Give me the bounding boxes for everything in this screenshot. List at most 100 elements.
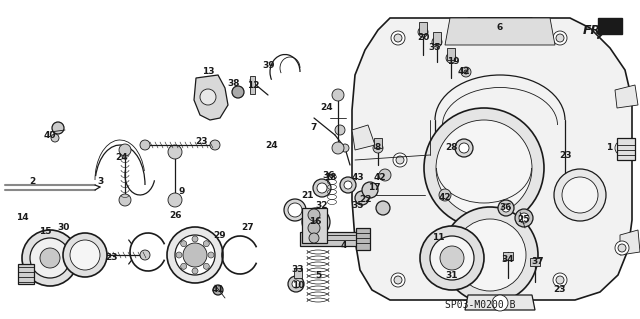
Polygon shape bbox=[465, 18, 535, 35]
Circle shape bbox=[615, 141, 629, 155]
Circle shape bbox=[22, 230, 78, 286]
Text: 30: 30 bbox=[58, 224, 70, 233]
Circle shape bbox=[210, 140, 220, 150]
Circle shape bbox=[442, 207, 538, 303]
Circle shape bbox=[30, 238, 70, 278]
Circle shape bbox=[63, 250, 73, 260]
Circle shape bbox=[288, 203, 302, 217]
Text: 16: 16 bbox=[308, 218, 321, 226]
Circle shape bbox=[376, 201, 390, 215]
Circle shape bbox=[180, 263, 187, 269]
Circle shape bbox=[192, 236, 198, 242]
Polygon shape bbox=[352, 125, 375, 150]
Circle shape bbox=[394, 276, 402, 284]
Circle shape bbox=[204, 263, 209, 269]
Circle shape bbox=[313, 179, 331, 197]
Circle shape bbox=[362, 182, 378, 198]
Text: 3: 3 bbox=[97, 177, 103, 187]
Text: 27: 27 bbox=[242, 224, 254, 233]
Circle shape bbox=[344, 181, 352, 189]
Bar bbox=[18, 264, 34, 284]
Bar bbox=[447, 48, 455, 60]
Circle shape bbox=[492, 295, 508, 311]
Circle shape bbox=[355, 191, 369, 205]
Circle shape bbox=[52, 122, 64, 134]
Text: 37: 37 bbox=[532, 257, 544, 266]
Circle shape bbox=[167, 227, 223, 283]
Circle shape bbox=[454, 219, 526, 291]
Circle shape bbox=[70, 240, 100, 270]
Circle shape bbox=[175, 235, 215, 275]
Text: 42: 42 bbox=[458, 68, 470, 77]
Text: 24: 24 bbox=[321, 103, 333, 113]
Circle shape bbox=[204, 241, 209, 247]
Circle shape bbox=[556, 276, 564, 284]
Text: 10: 10 bbox=[292, 280, 304, 290]
Text: 33: 33 bbox=[292, 265, 304, 275]
Text: 15: 15 bbox=[39, 227, 51, 236]
Circle shape bbox=[168, 193, 182, 207]
Circle shape bbox=[424, 108, 544, 228]
Circle shape bbox=[396, 156, 404, 164]
Circle shape bbox=[292, 280, 300, 288]
Circle shape bbox=[455, 139, 473, 157]
Circle shape bbox=[464, 70, 468, 74]
Circle shape bbox=[498, 200, 514, 216]
Bar bbox=[433, 32, 441, 44]
Text: 23: 23 bbox=[195, 137, 207, 146]
Circle shape bbox=[213, 285, 223, 295]
Circle shape bbox=[432, 37, 442, 47]
Circle shape bbox=[553, 273, 567, 287]
Circle shape bbox=[308, 214, 324, 230]
Text: 5: 5 bbox=[315, 271, 321, 279]
Text: 42: 42 bbox=[374, 174, 387, 182]
Text: 13: 13 bbox=[202, 68, 214, 77]
Circle shape bbox=[391, 273, 405, 287]
Text: 38: 38 bbox=[228, 79, 240, 88]
Bar bbox=[250, 76, 255, 94]
Circle shape bbox=[183, 243, 207, 267]
Text: 21: 21 bbox=[301, 190, 313, 199]
Text: 40: 40 bbox=[44, 130, 56, 139]
Circle shape bbox=[332, 142, 344, 154]
Text: 7: 7 bbox=[311, 123, 317, 132]
Circle shape bbox=[430, 236, 474, 280]
Bar bbox=[617, 138, 635, 160]
Text: 41: 41 bbox=[212, 286, 224, 294]
Text: 2: 2 bbox=[29, 177, 35, 187]
Circle shape bbox=[200, 89, 216, 105]
Text: 9: 9 bbox=[179, 188, 185, 197]
Text: 23: 23 bbox=[106, 254, 118, 263]
Circle shape bbox=[519, 213, 529, 223]
Circle shape bbox=[168, 145, 182, 159]
Circle shape bbox=[440, 246, 464, 270]
Circle shape bbox=[335, 125, 345, 135]
Circle shape bbox=[232, 86, 244, 98]
Text: 28: 28 bbox=[445, 144, 458, 152]
Polygon shape bbox=[352, 18, 632, 300]
Circle shape bbox=[302, 208, 330, 236]
Circle shape bbox=[317, 183, 327, 193]
Circle shape bbox=[618, 244, 626, 252]
Text: 43: 43 bbox=[352, 174, 364, 182]
Bar bbox=[294, 268, 302, 278]
Circle shape bbox=[391, 31, 405, 45]
Text: 12: 12 bbox=[247, 81, 259, 91]
Circle shape bbox=[63, 233, 107, 277]
Text: 32: 32 bbox=[316, 201, 328, 210]
Circle shape bbox=[340, 177, 356, 193]
Text: 34: 34 bbox=[502, 256, 515, 264]
Text: 24: 24 bbox=[116, 153, 128, 162]
Text: 26: 26 bbox=[170, 211, 182, 219]
Circle shape bbox=[502, 204, 510, 212]
Bar bbox=[419, 22, 427, 34]
Circle shape bbox=[119, 144, 131, 156]
Text: 19: 19 bbox=[447, 57, 460, 66]
Circle shape bbox=[436, 120, 532, 216]
Text: 39: 39 bbox=[262, 61, 275, 70]
Circle shape bbox=[492, 19, 508, 35]
Circle shape bbox=[461, 67, 471, 77]
Text: FR.: FR. bbox=[583, 24, 606, 36]
Circle shape bbox=[180, 241, 187, 247]
Text: 42: 42 bbox=[438, 194, 451, 203]
